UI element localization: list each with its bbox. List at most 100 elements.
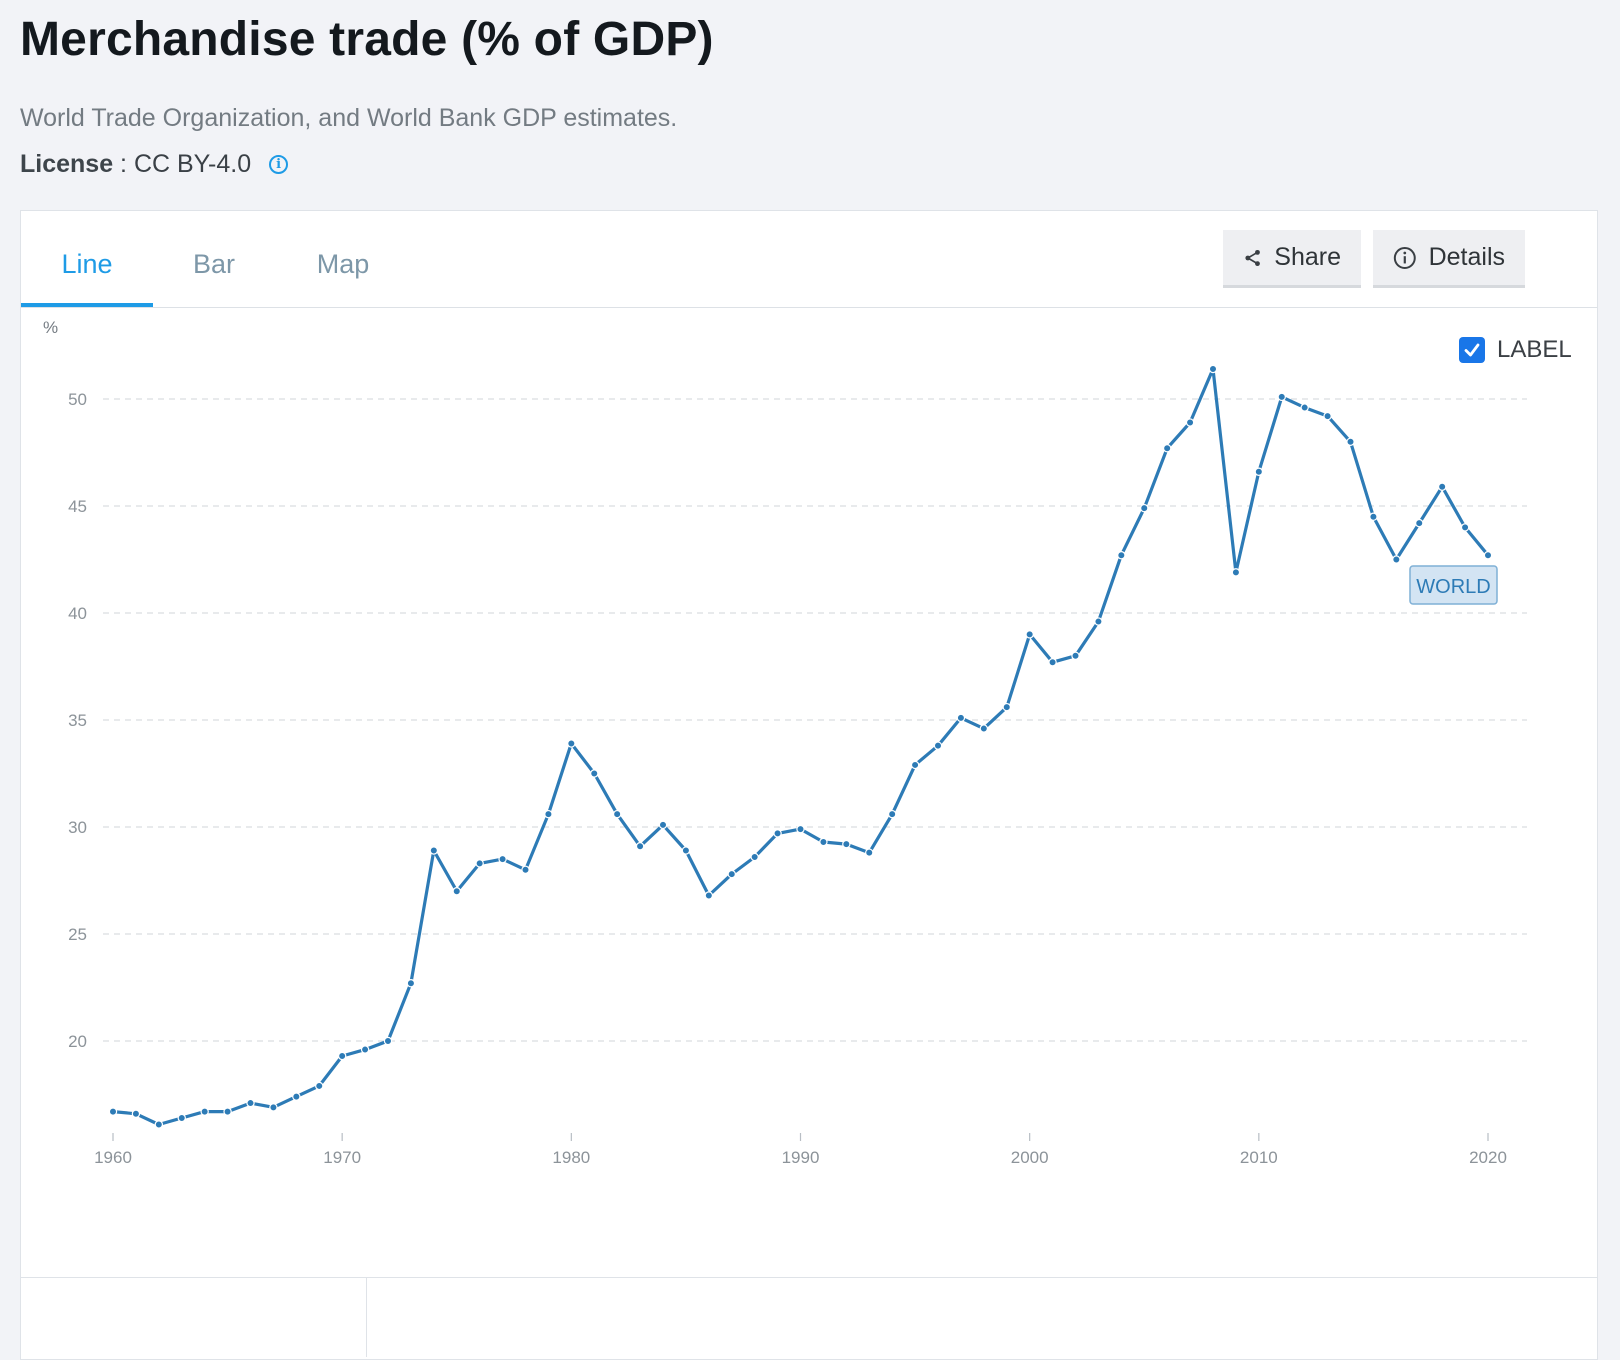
data-point <box>865 848 874 857</box>
data-point <box>108 1107 118 1116</box>
y-tick-label: 30 <box>68 818 87 837</box>
data-point <box>383 1036 393 1046</box>
info-circle-icon <box>1393 246 1416 269</box>
data-point <box>1346 437 1355 446</box>
series-label-box <box>1409 565 1498 605</box>
x-tick-label: 1960 <box>94 1148 132 1167</box>
label-toggle-text: LABEL <box>1497 336 1572 363</box>
data-point <box>1231 568 1241 577</box>
data-point <box>429 846 439 855</box>
data-point <box>292 1092 301 1101</box>
share-button[interactable]: Share <box>1223 230 1361 288</box>
data-point <box>1483 551 1493 560</box>
data-point <box>1300 403 1309 412</box>
data-point <box>1208 364 1218 374</box>
line-chart: % 20 25 30 35 40 45 50 1960 1970 1980 1990 2000 2010 2… <box>43 318 1527 1167</box>
data-point <box>452 887 461 896</box>
data-point <box>1094 617 1103 626</box>
data-point <box>1460 523 1470 532</box>
data-point <box>842 839 851 849</box>
data-point <box>1437 482 1447 491</box>
series-line-world <box>112 367 1490 1127</box>
x-tick-label: 1980 <box>552 1148 590 1167</box>
details-button[interactable]: Details <box>1373 230 1525 288</box>
y-tick-label: 25 <box>68 925 87 944</box>
chart-card: Line Bar Map Share Details <box>20 210 1598 1360</box>
data-point <box>567 739 576 748</box>
data-point <box>406 979 416 988</box>
share-label: Share <box>1274 243 1341 271</box>
tab-line[interactable]: Line <box>21 231 153 307</box>
data-point <box>681 846 691 855</box>
data-point <box>269 1103 278 1112</box>
data-point <box>1025 630 1034 639</box>
data-point <box>246 1098 255 1108</box>
data-point <box>635 842 645 851</box>
license-separator: : <box>113 150 134 178</box>
info-icon[interactable]: i <box>269 155 289 174</box>
data-point <box>750 852 759 862</box>
data-point <box>956 713 966 723</box>
x-tick-label: 1990 <box>782 1148 820 1167</box>
data-point <box>544 809 553 819</box>
data-point <box>177 1113 186 1123</box>
y-tick-label: 50 <box>68 390 87 409</box>
data-point <box>590 769 599 778</box>
data-point <box>773 829 782 838</box>
tab-map[interactable]: Map <box>316 249 370 279</box>
data-point <box>1002 702 1011 712</box>
source-text: World Trade Organization, and World Bank… <box>20 104 678 132</box>
y-tick-label: 35 <box>68 711 87 730</box>
bottom-divider <box>21 1277 1597 1278</box>
data-point <box>200 1107 209 1116</box>
label-toggle[interactable]: LABEL <box>1459 336 1572 364</box>
data-point <box>1415 518 1424 528</box>
x-tick-label: 1970 <box>323 1148 361 1167</box>
data-point <box>337 1051 347 1061</box>
data-point <box>360 1045 370 1054</box>
y-tick-label: 40 <box>68 604 87 623</box>
data-point <box>819 837 828 847</box>
share-icon <box>1245 249 1260 266</box>
data-point <box>1323 411 1332 421</box>
data-point <box>704 891 714 900</box>
data-point <box>658 820 668 830</box>
label-checkbox[interactable] <box>1459 337 1485 363</box>
data-point <box>1071 651 1080 660</box>
data-point <box>1162 444 1172 453</box>
data-point <box>910 760 920 770</box>
data-point <box>223 1107 232 1116</box>
series-label-world: WORLD <box>1416 576 1490 598</box>
license-value: CC BY-4.0 <box>133 150 252 178</box>
license-line: License : CC BY-4.0 i <box>20 150 289 179</box>
details-label: Details <box>1428 243 1505 271</box>
license-label: License <box>20 150 114 178</box>
x-tick-label: 2020 <box>1469 1148 1507 1167</box>
data-point <box>887 809 897 819</box>
data-point <box>1392 555 1401 564</box>
data-point <box>1185 418 1195 427</box>
page-title: Merchandise trade (% of GDP) <box>20 13 714 66</box>
chart-tabs: Line Bar Map Share Details <box>21 211 1597 308</box>
data-point <box>796 824 805 834</box>
y-axis-unit: % <box>43 318 58 337</box>
bottom-column-divider <box>366 1277 367 1357</box>
data-point <box>1048 658 1057 667</box>
y-tick-label: 45 <box>68 497 87 516</box>
x-tick-label: 2000 <box>1011 1148 1049 1167</box>
data-point <box>612 809 622 819</box>
data-point <box>1254 467 1264 476</box>
data-point <box>154 1120 164 1129</box>
data-point <box>1277 392 1286 402</box>
data-point <box>521 865 530 875</box>
data-point <box>1369 512 1378 521</box>
y-tick-label: 20 <box>68 1032 87 1051</box>
tab-bar[interactable]: Bar <box>192 249 236 279</box>
data-point <box>1140 503 1149 513</box>
checkmark-icon <box>1464 343 1480 357</box>
data-point <box>131 1109 141 1118</box>
x-tick-label: 2010 <box>1240 1148 1278 1167</box>
data-point <box>933 741 943 750</box>
data-point <box>979 724 989 733</box>
data-point <box>727 869 736 879</box>
